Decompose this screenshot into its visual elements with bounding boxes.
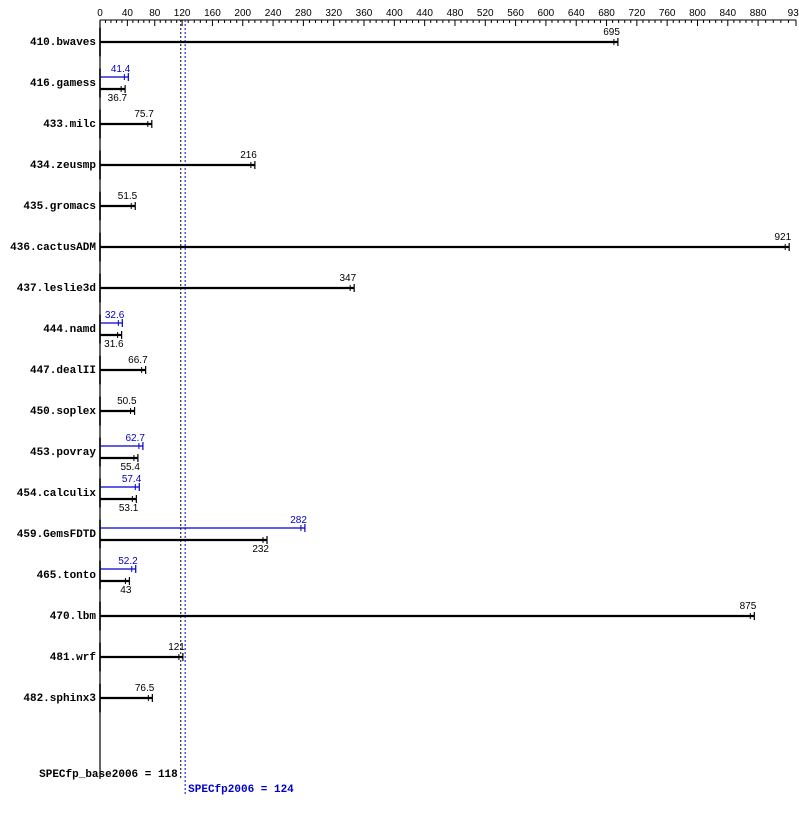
axis-tick-label: 680: [598, 8, 615, 19]
base-value-label: 36.7: [108, 93, 128, 104]
peak-value-label: 32.6: [105, 310, 125, 321]
axis-tick-label: 280: [295, 8, 312, 19]
benchmark-label: 437.leslie3d: [17, 283, 96, 295]
axis-tick-label: 360: [356, 8, 373, 19]
peak-value-label: 57.4: [122, 474, 142, 485]
axis-tick-label: 320: [325, 8, 342, 19]
spec-benchmark-chart: 0 40 80 120 160 200 240 280 320 360 400 440 480 520 56…: [0, 0, 799, 831]
axis-tick-label: 600: [538, 8, 555, 19]
peak-value-label: 41.4: [111, 64, 131, 75]
summary-base-label: SPECfp_base2006 = 118: [39, 769, 178, 781]
axis-tick-label: 80: [149, 8, 161, 19]
base-value-label: 875: [740, 601, 757, 612]
base-value-label: 921: [774, 232, 791, 243]
base-value-label: 347: [339, 273, 356, 284]
peak-value-label: 52.2: [118, 556, 138, 567]
benchmark-label: 444.namd: [43, 324, 96, 336]
benchmark-label: 453.povray: [30, 447, 96, 459]
peak-value-label: 282: [290, 515, 307, 526]
axis-tick-label: 200: [234, 8, 251, 19]
summary-peak-label: SPECfp2006 = 124: [188, 784, 294, 796]
axis-tick-label: 40: [122, 8, 134, 19]
axis-tick-label: 880: [750, 8, 767, 19]
benchmark-label: 433.milc: [43, 119, 96, 131]
benchmark-label: 410.bwaves: [30, 37, 96, 49]
benchmark-label: 436.cactusADM: [10, 242, 96, 254]
base-value-label: 121: [168, 642, 185, 653]
benchmark-label: 465.tonto: [37, 570, 97, 582]
axis-tick-label: 760: [659, 8, 676, 19]
base-value-label: 43: [120, 585, 132, 596]
axis-tick-label: 160: [204, 8, 221, 19]
benchmark-label: 435.gromacs: [23, 201, 96, 213]
axis-tick-label: 930: [788, 8, 799, 19]
base-value-label: 31.6: [104, 339, 124, 350]
benchmark-label: 454.calculix: [17, 488, 97, 500]
axis-tick-label: 400: [386, 8, 403, 19]
benchmark-label: 482.sphinx3: [23, 693, 96, 705]
axis-tick-label: 0: [97, 8, 103, 19]
axis-tick-label: 720: [629, 8, 646, 19]
base-value-label: 66.7: [128, 355, 148, 366]
base-value-label: 75.7: [134, 109, 154, 120]
base-value-label: 50.5: [117, 396, 137, 407]
base-value-label: 216: [240, 150, 257, 161]
benchmark-label: 481.wrf: [50, 652, 97, 664]
axis-tick-label: 480: [447, 8, 464, 19]
axis-tick-label: 240: [265, 8, 282, 19]
base-value-label: 55.4: [120, 462, 140, 473]
peak-value-label: 62.7: [125, 433, 145, 444]
axis-tick-label: 800: [689, 8, 706, 19]
benchmark-label: 447.dealII: [30, 365, 96, 377]
axis-tick-label: 560: [507, 8, 524, 19]
base-value-label: 695: [603, 27, 620, 38]
benchmark-label: 459.GemsFDTD: [17, 529, 97, 541]
axis-tick-label: 640: [568, 8, 585, 19]
benchmark-label: 416.gamess: [30, 78, 96, 90]
base-value-label: 76.5: [135, 683, 155, 694]
base-value-label: 51.5: [118, 191, 138, 202]
axis-tick-label: 840: [719, 8, 736, 19]
axis-tick-label: 440: [416, 8, 433, 19]
base-value-label: 232: [252, 544, 269, 555]
benchmark-label: 434.zeusmp: [30, 160, 96, 172]
base-value-label: 53.1: [119, 503, 139, 514]
axis-tick-label: 520: [477, 8, 494, 19]
axis-tick-label: 120: [174, 8, 191, 19]
benchmark-label: 450.soplex: [30, 406, 96, 418]
benchmark-label: 470.lbm: [50, 611, 97, 623]
